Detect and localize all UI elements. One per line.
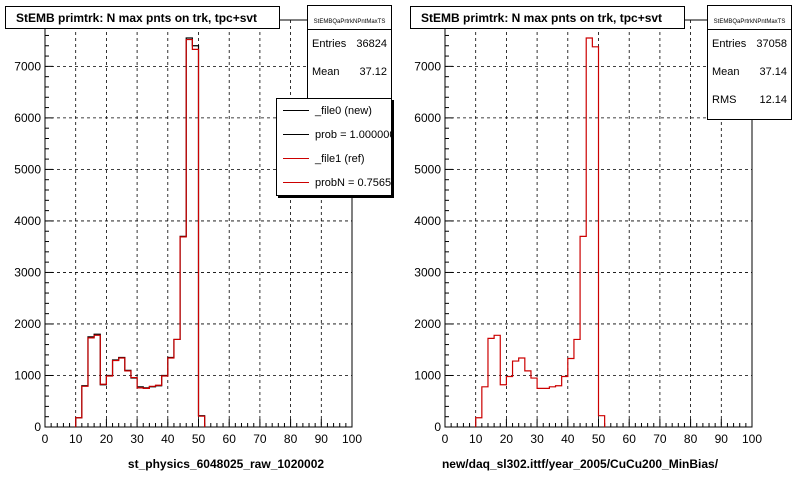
right-mean-value: 37.14 <box>759 66 787 78</box>
left-y-tick-label-7000: 7000 <box>14 59 41 73</box>
legend-label-file0: _file0 (new) <box>315 105 372 117</box>
left-entries-value: 36824 <box>356 38 387 50</box>
left-x-tick-label-0: 0 <box>42 432 49 446</box>
left-x-tick-label-60: 60 <box>223 432 237 446</box>
right-y-tick-label-4000: 4000 <box>414 214 441 228</box>
left-y-tick-label-2000: 2000 <box>14 317 41 331</box>
left-legend: _file0 (new) prob = 1.000000 _file1 (ref… <box>276 98 392 196</box>
legend-entry-probn: probN = 0.75656 <box>277 171 391 195</box>
left-x-tick-label-80: 80 <box>284 432 298 446</box>
left-y-tick-label-5000: 5000 <box>14 162 41 176</box>
right-entries-value: 37058 <box>756 38 787 50</box>
left-histogram-title: StEMB primtrk: N max pnts on trk, tpc+sv… <box>5 6 280 29</box>
right-x-tick-label-0: 0 <box>442 432 449 446</box>
left-y-tick-label-1000: 1000 <box>14 368 41 382</box>
legend-swatch-file0 <box>283 110 309 111</box>
legend-swatch-prob <box>283 134 309 135</box>
left-x-axis-label: st_physics_6048025_raw_1020002 <box>127 457 325 471</box>
right-y-tick-label-3000: 3000 <box>414 265 441 279</box>
right-stats-box: StEMBQaPrtrkNPntMaxTS Entries 37058 Mean… <box>707 5 792 120</box>
left-y-tick-label-0: 0 <box>34 420 41 434</box>
right-x-tick-label-50: 50 <box>592 432 606 446</box>
left-x-tick-label-30: 30 <box>130 432 144 446</box>
right-stats-header: StEMBQaPrtrkNPntMaxTS <box>708 6 791 30</box>
left-x-tick-label-70: 70 <box>253 432 267 446</box>
right-x-tick-label-90: 90 <box>715 432 729 446</box>
right-y-tick-label-7000: 7000 <box>414 59 441 73</box>
right-x-tick-label-60: 60 <box>623 432 637 446</box>
left-y-tick-label-6000: 6000 <box>14 111 41 125</box>
legend-entry-prob: prob = 1.000000 <box>277 123 391 147</box>
left-x-tick-label-20: 20 <box>100 432 114 446</box>
right-rms-label: RMS <box>712 94 737 106</box>
legend-swatch-file1 <box>283 158 309 159</box>
left-mean-label: Mean <box>312 66 340 78</box>
right-x-tick-label-70: 70 <box>653 432 667 446</box>
right-mean-label: Mean <box>712 66 740 78</box>
right-stats-rms-row: RMS 12.14 <box>708 86 791 114</box>
legend-entry-file0: _file0 (new) <box>277 99 391 123</box>
right-y-tick-label-1000: 1000 <box>414 368 441 382</box>
right-y-tick-label-6000: 6000 <box>414 111 441 125</box>
right-x-tick-label-40: 40 <box>561 432 575 446</box>
left-mean-value: 37.12 <box>359 66 387 78</box>
right-series-0-histogram <box>475 37 606 427</box>
right-x-tick-label-100: 100 <box>742 432 762 446</box>
left-stats-mean-row: Mean 37.12 <box>308 58 391 86</box>
left-series-1-histogram <box>75 38 206 427</box>
right-x-axis-label: new/daq_sl302.ittf/year_2005/CuCu200_Min… <box>441 457 719 471</box>
left-stats-header: StEMBQaPrtrkNPntMaxTS <box>308 6 391 30</box>
right-x-tick-label-30: 30 <box>530 432 544 446</box>
legend-entry-file1: _file1 (ref) <box>277 147 391 171</box>
right-y-tick-label-2000: 2000 <box>414 317 441 331</box>
right-stats-entries-row: Entries 37058 <box>708 30 791 58</box>
legend-label-probn: probN = 0.75656 <box>315 177 392 189</box>
right-x-tick-label-10: 10 <box>469 432 483 446</box>
right-histogram-title: StEMB primtrk: N max pnts on trk, tpc+sv… <box>410 6 685 29</box>
right-x-tick-label-80: 80 <box>684 432 698 446</box>
legend-swatch-probn <box>283 182 309 183</box>
left-y-tick-label-3000: 3000 <box>14 265 41 279</box>
left-y-tick-label-4000: 4000 <box>14 214 41 228</box>
right-rms-value: 12.14 <box>759 94 787 106</box>
right-y-tick-label-0: 0 <box>434 420 441 434</box>
left-x-tick-label-90: 90 <box>315 432 329 446</box>
right-entries-label: Entries <box>712 38 747 50</box>
legend-label-file1: _file1 (ref) <box>315 153 365 165</box>
right-stats-mean-row: Mean 37.14 <box>708 58 791 86</box>
left-x-tick-label-100: 100 <box>342 432 362 446</box>
right-x-tick-label-20: 20 <box>500 432 514 446</box>
left-stats-entries-row: Entries 36824 <box>308 30 391 58</box>
left-entries-label: Entries <box>312 38 347 50</box>
left-x-tick-label-50: 50 <box>192 432 206 446</box>
legend-label-prob: prob = 1.000000 <box>315 129 392 141</box>
right-y-tick-label-5000: 5000 <box>414 162 441 176</box>
left-x-tick-label-10: 10 <box>69 432 83 446</box>
left-x-tick-label-40: 40 <box>161 432 175 446</box>
